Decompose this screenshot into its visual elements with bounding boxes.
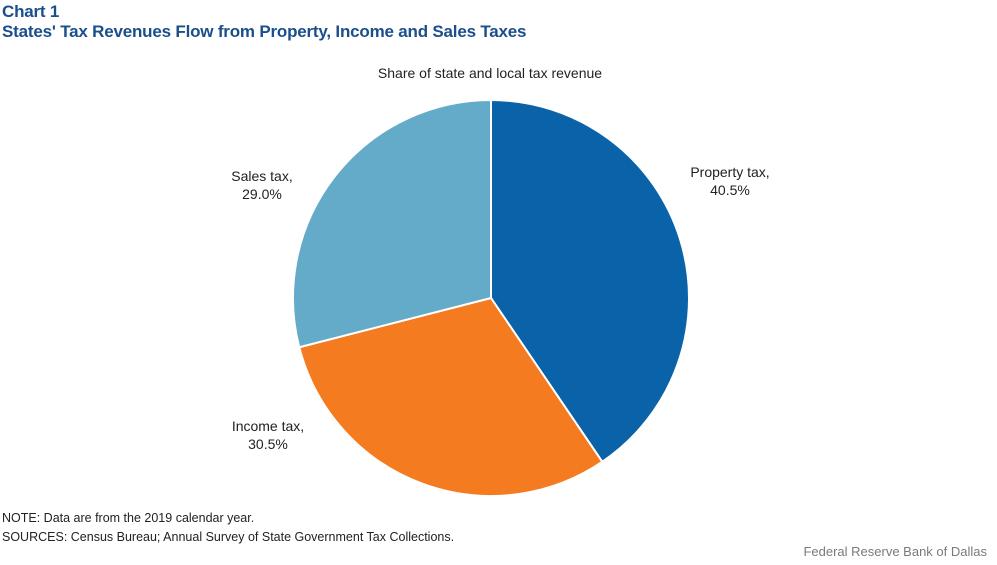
chart-number: Chart 1 — [2, 2, 60, 21]
chart-subtitle: Share of state and local tax revenue — [377, 65, 603, 81]
sources-note: SOURCES: Census Bureau; Annual Survey of… — [2, 530, 455, 544]
pie-slice-property-tax — [490, 98, 690, 464]
slice-label-sales-tax: Sales tax, 29.0% — [231, 168, 292, 202]
slice-label-income-tax: Income tax, 30.5% — [232, 418, 304, 452]
footnote: NOTE: Data are from the 2019 calendar ye… — [2, 511, 255, 525]
chart-title: States' Tax Revenues Flow from Property,… — [2, 22, 527, 41]
pie-slice-sales-tax — [292, 98, 492, 349]
pie-slice-income-tax — [298, 296, 604, 497]
credit-line: Federal Reserve Bank of Dallas — [803, 544, 987, 559]
slice-label-property-tax: Property tax, 40.5% — [690, 164, 769, 198]
